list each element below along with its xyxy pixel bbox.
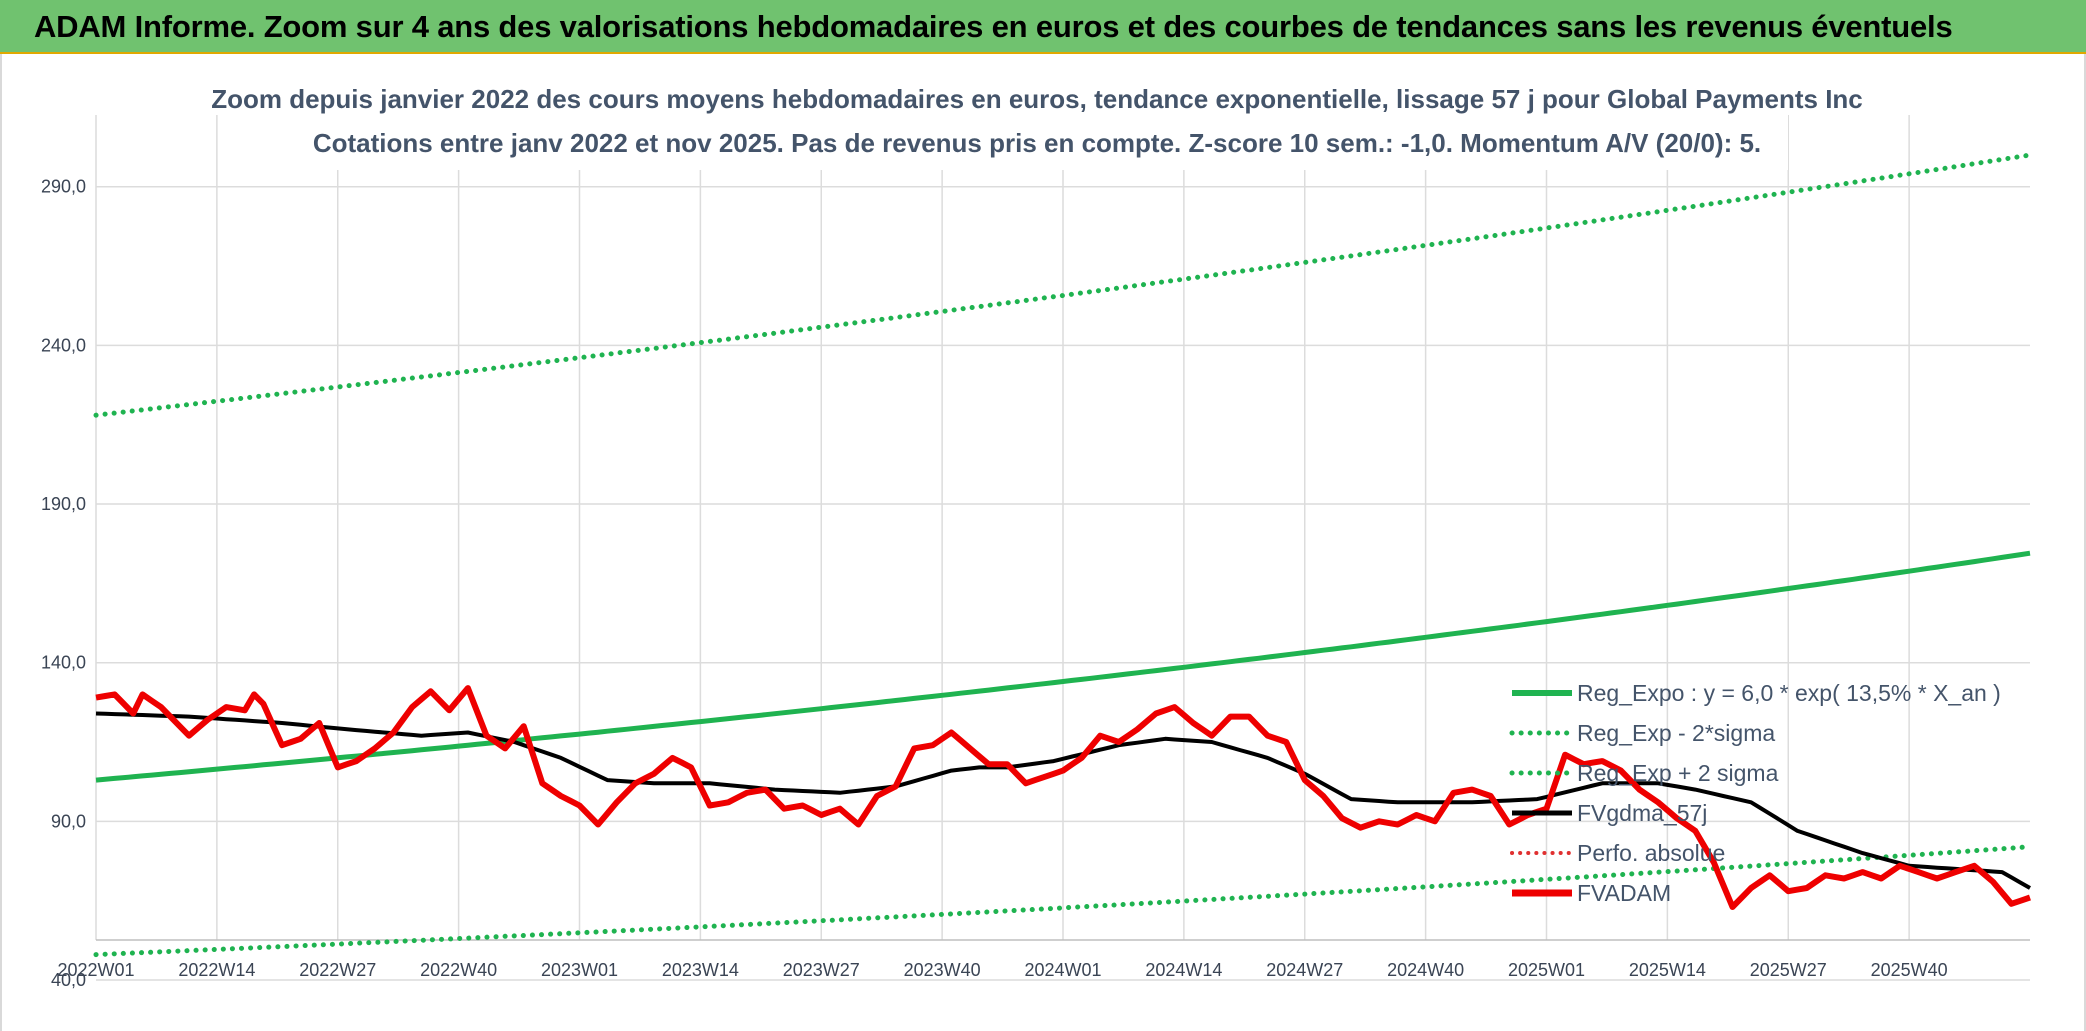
legend-label: FVgdma_57j <box>1577 800 1707 826</box>
chart-subtitle: Cotations entre janv 2022 et nov 2025. P… <box>313 128 1761 158</box>
chart-frame <box>0 54 2086 1031</box>
y-tick-label: 90,0 <box>51 811 86 831</box>
legend-label: Reg_Exp + 2 sigma <box>1577 760 1779 786</box>
x-tick-label: 2025W01 <box>1508 960 1585 980</box>
x-tick-label: 2022W27 <box>299 960 376 980</box>
x-tick-label: 2025W27 <box>1750 960 1827 980</box>
x-tick-label: 2024W14 <box>1145 960 1222 980</box>
y-tick-label: 240,0 <box>41 335 86 355</box>
x-tick-label: 2022W14 <box>178 960 255 980</box>
series-reg-exp-plus-2sigma <box>93 152 2033 418</box>
x-tick-label: 2023W14 <box>662 960 739 980</box>
report-title: ADAM Informe. Zoom sur 4 ans des valoris… <box>34 9 1953 44</box>
y-tick-label: 40,0 <box>51 970 86 990</box>
x-tick-label: 2023W27 <box>783 960 860 980</box>
y-axis: 40,0 90,0 140,0 190,0 240,0 290,0 <box>41 177 86 990</box>
chart-grid <box>95 115 2030 981</box>
x-tick-label: 2024W27 <box>1266 960 1343 980</box>
legend-label: FVADAM <box>1577 880 1671 906</box>
x-tick-label: 2025W40 <box>1871 960 1948 980</box>
x-tick-label: 2023W40 <box>904 960 981 980</box>
x-tick-label: 2023W01 <box>541 960 618 980</box>
chart-legend: Reg_Expo : y = 6,0 * exp( 13,5% * X_an )… <box>1509 680 2001 906</box>
y-tick-label: 140,0 <box>41 653 86 673</box>
x-tick-label: 2022W40 <box>420 960 497 980</box>
y-tick-label: 190,0 <box>41 494 86 514</box>
series-fvgdma-57j <box>95 711 2031 890</box>
series-fvadam <box>95 685 2031 910</box>
x-tick-label: 2024W40 <box>1387 960 1464 980</box>
x-tick-label: 2025W14 <box>1629 960 1706 980</box>
x-tick-label: 2024W01 <box>1024 960 1101 980</box>
chart-series <box>93 152 2033 958</box>
title-banner: ADAM Informe. Zoom sur 4 ans des valoris… <box>0 0 2086 54</box>
x-tick-label: 2022W01 <box>57 960 134 980</box>
chart-title: Zoom depuis janvier 2022 des cours moyen… <box>211 84 1863 114</box>
y-tick-label: 290,0 <box>41 177 86 197</box>
legend-label: Perfo. absolue <box>1577 840 1725 866</box>
series-reg-expo <box>95 550 2031 783</box>
x-axis: 2022W01 2022W14 2022W27 2022W40 2023W01 2023W… <box>57 960 1947 980</box>
title-background <box>290 74 1788 170</box>
legend-label: Reg_Exp - 2*sigma <box>1577 720 1775 746</box>
legend-label: Reg_Expo : y = 6,0 * exp( 13,5% * X_an ) <box>1577 680 2001 706</box>
